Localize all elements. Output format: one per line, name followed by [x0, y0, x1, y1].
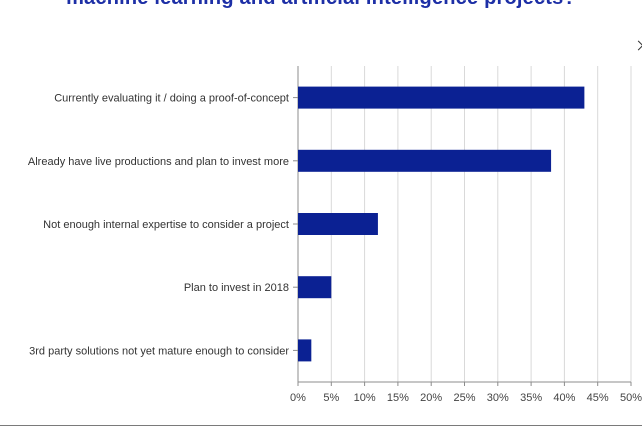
x-tick-label: 25%: [453, 392, 475, 404]
x-tick-label: 10%: [354, 392, 376, 404]
x-tick-label: 30%: [487, 392, 509, 404]
bar: [298, 86, 585, 109]
bar: [298, 149, 552, 172]
category-label: Currently evaluating it / doing a proof-…: [54, 93, 289, 105]
bar: [298, 276, 332, 299]
bar: [298, 339, 312, 362]
category-label: Already have live productions and plan t…: [28, 156, 289, 168]
x-tick-label: 5%: [323, 392, 339, 404]
x-tick-label: 0%: [290, 392, 306, 404]
category-label: Not enough internal expertise to conside…: [43, 219, 289, 231]
bar: [298, 213, 378, 235]
category-label: 3rd party solutions not yet mature enoug…: [29, 345, 289, 357]
x-tick-label: 45%: [587, 392, 609, 404]
category-label: Plan to invest in 2018: [184, 282, 289, 294]
bottom-divider: [0, 425, 642, 426]
x-tick-label: 35%: [520, 392, 542, 404]
chart-title: machine learning and artificial intellig…: [0, 0, 642, 10]
x-tick-label: 50%: [620, 392, 642, 404]
x-tick-label: 40%: [553, 392, 575, 404]
x-tick-label: 20%: [420, 392, 442, 404]
x-tick-label: 15%: [387, 392, 409, 404]
